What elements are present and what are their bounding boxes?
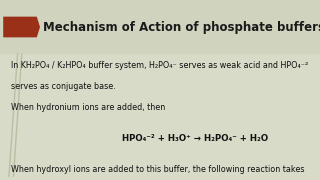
Text: Mechanism of Action of phosphate buffers:: Mechanism of Action of phosphate buffers… [43,21,320,33]
Polygon shape [3,17,40,37]
Text: When hydronium ions are added, then: When hydronium ions are added, then [11,103,165,112]
Text: In KH₂PO₄ / K₂HPO₄ buffer system, H₂PO₄⁻ serves as weak acid and HPO₄⁻²: In KH₂PO₄ / K₂HPO₄ buffer system, H₂PO₄⁻… [11,61,308,70]
Text: serves as conjugate base.: serves as conjugate base. [11,82,116,91]
Text: HPO₄⁻² + H₃O⁺ → H₂PO₄⁻ + H₂O: HPO₄⁻² + H₃O⁺ → H₂PO₄⁻ + H₂O [122,134,268,143]
FancyBboxPatch shape [0,0,320,54]
Text: When hydroxyl ions are added to this buffer, the following reaction takes: When hydroxyl ions are added to this buf… [11,165,305,174]
